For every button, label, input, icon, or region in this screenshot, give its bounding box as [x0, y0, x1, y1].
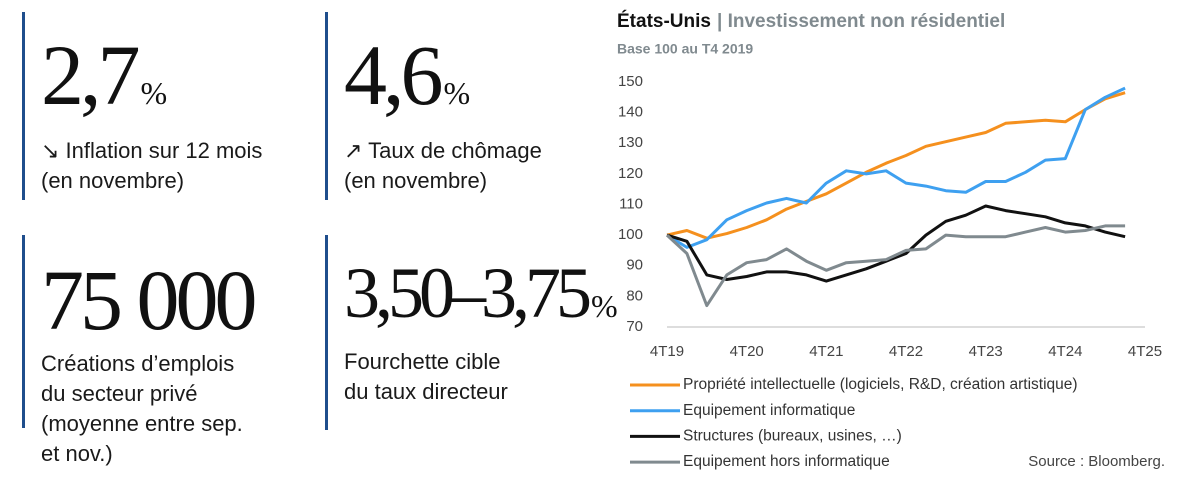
x-tick-label: 4T24 — [1048, 343, 1082, 360]
stat-unit: % — [443, 75, 471, 111]
x-tick-label: 4T20 — [730, 343, 764, 360]
title-suffix: | Investissement non résidentiel — [717, 11, 1005, 32]
chart-title: États-Unis | Investissement non résidenti… — [617, 10, 1005, 32]
y-tick-label: 70 — [626, 318, 643, 335]
y-tick-label: 80 — [626, 287, 643, 304]
stat-tile: 75 000 Créations d’emplois du secteur pri… — [22, 235, 257, 466]
y-tick-label: 110 — [619, 195, 643, 212]
stat-label: Fourchette cible du taux directeur — [344, 347, 618, 407]
x-tick-label: 4T19 — [650, 343, 684, 360]
label-line: et nov.) — [41, 441, 113, 466]
legend-label: Propriété intellectuelle (logiciels, R&D… — [683, 376, 1078, 393]
label-line: (en novembre) — [344, 168, 488, 193]
stat-label: Créations d’emplois du secteur privé (moye… — [41, 349, 254, 469]
stat-number: 2,7 — [41, 27, 140, 123]
stat-label: ↘ Inflation sur 12 mois (en novembre) — [41, 136, 262, 196]
series-line — [666, 86, 1126, 249]
stat-number: 3,50–3,75 — [344, 253, 592, 333]
chart-subtitle: Base 100 au T4 2019 — [617, 41, 753, 57]
stat-unit: % — [591, 288, 618, 324]
source: Source : Bloomberg. — [1028, 453, 1165, 470]
stat-value: 3,50–3,75% — [344, 257, 618, 329]
stat-number: 4,6 — [344, 27, 443, 123]
label-line: du taux directeur — [344, 379, 508, 404]
y-tick-label: 150 — [618, 73, 643, 90]
y-tick-label: 140 — [618, 104, 643, 121]
x-tick-label: 4T21 — [809, 343, 843, 360]
y-tick-label: 130 — [618, 134, 643, 151]
stat-label: ↗ Taux de chômage (en novembre) — [344, 136, 542, 196]
x-tick-label: 4T23 — [969, 343, 1003, 360]
stat-value: 2,7% — [41, 32, 262, 118]
label-line: Créations d’emplois — [41, 351, 235, 376]
stat-tile: 2,7% ↘ Inflation sur 12 mois (en novembre… — [22, 12, 262, 200]
stat-tile: 3,50–3,75% Fourchette cible du taux direc… — [325, 235, 618, 430]
y-tick-label: 100 — [618, 226, 643, 243]
x-tick-label: 4T25 — [1128, 343, 1162, 360]
stat-value: 75 000 — [41, 257, 257, 343]
y-tick-label: 90 — [626, 257, 643, 274]
label-line: du secteur privé — [41, 381, 198, 406]
title-main: États-Unis — [617, 10, 711, 32]
legend-label: Structures (bureaux, usines, …) — [683, 427, 902, 444]
legend-label: Equipement hors informatique — [683, 453, 890, 470]
label-line: (en novembre) — [41, 168, 185, 193]
label-line: (moyenne entre sep. — [41, 411, 243, 436]
series-line — [665, 224, 1126, 308]
x-tick-label: 4T22 — [889, 343, 923, 360]
series-line — [666, 204, 1126, 283]
series-line — [666, 91, 1126, 240]
stat-number: 75 000 — [41, 252, 257, 348]
stat-value: 4,6% — [344, 32, 542, 118]
label-line: ↗ Taux de chômage — [344, 138, 542, 163]
legend-label: Equipement informatique — [683, 402, 855, 419]
chart: États-Unis | Investissement non résidenti… — [617, 10, 1165, 470]
stat-tile: 4,6% ↗ Taux de chômage (en novembre) — [325, 12, 542, 200]
label-line: Fourchette cible — [344, 349, 501, 374]
label-line: ↘ Inflation sur 12 mois — [41, 138, 263, 163]
y-tick-label: 120 — [618, 165, 643, 182]
stat-unit: % — [140, 75, 168, 111]
